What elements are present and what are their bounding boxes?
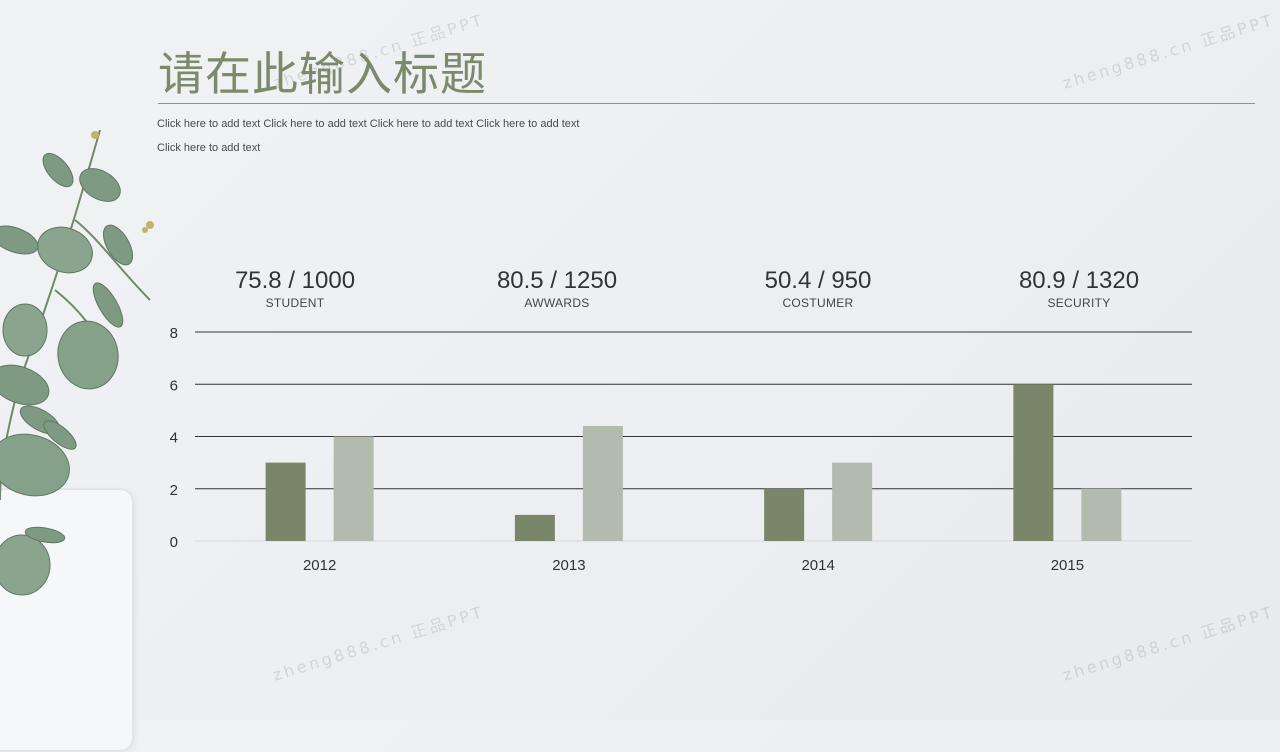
stat-label: STUDENT xyxy=(265,296,325,310)
bar-series1-2015 xyxy=(1013,384,1054,541)
bar-series2-2013 xyxy=(582,426,623,541)
y-tick-label: 0 xyxy=(170,534,178,551)
stat-security: 80.9 / 1320 SECURITY xyxy=(969,266,1189,310)
y-tick-label: 2 xyxy=(170,482,178,499)
x-tick-label: 2013 xyxy=(552,557,585,574)
x-tick-label: 2014 xyxy=(801,557,834,574)
title-underline xyxy=(158,103,1255,104)
y-tick-label: 4 xyxy=(170,430,178,447)
bar-series2-2012 xyxy=(333,436,374,541)
y-tick-label: 8 xyxy=(170,325,178,342)
stat-label: AWWARDS xyxy=(524,296,590,310)
bar-series1-2013 xyxy=(514,514,555,541)
bar-series1-2012 xyxy=(265,462,306,541)
bar-series2-2014 xyxy=(832,462,873,541)
stat-student: 75.8 / 1000 STUDENT xyxy=(185,266,405,310)
stat-awwards: 80.5 / 1250 AWWARDS xyxy=(447,266,667,310)
bar-series1-2014 xyxy=(764,488,805,541)
bar-chart: 0 2 4 6 8 2012 2013 2014 2015 xyxy=(170,325,1192,574)
watermark: zheng888.cn 正品PPT xyxy=(270,602,487,685)
stat-value: 80.9 / 1320 xyxy=(1018,267,1140,294)
page-title: 请在此输入标题 xyxy=(158,47,487,101)
tablet-decoration xyxy=(0,488,134,752)
x-tick-label: 2015 xyxy=(1051,557,1084,574)
stat-label: COSTUMER xyxy=(782,296,854,310)
stat-value: 75.8 / 1000 xyxy=(234,267,356,294)
stat-value: 50.4 / 950 xyxy=(764,267,872,294)
y-tick-label: 6 xyxy=(170,377,178,394)
bar-series2-2015 xyxy=(1081,488,1122,541)
watermark: zheng888.cn 正品PPT xyxy=(1060,10,1277,93)
x-tick-label: 2012 xyxy=(303,557,336,574)
slide: 请在此输入标题 Click here to add text Click her… xyxy=(0,10,1277,752)
eucalyptus-plant-decoration xyxy=(0,129,154,596)
stat-label: SECURITY xyxy=(1047,296,1111,310)
stat-value: 80.5 / 1250 xyxy=(496,267,618,294)
stat-costumer: 50.4 / 950 COSTUMER xyxy=(708,266,928,310)
watermark: zheng888.cn 正品PPT xyxy=(1060,602,1277,685)
subtitle-text: Click here to add text Click here to add… xyxy=(157,118,580,154)
